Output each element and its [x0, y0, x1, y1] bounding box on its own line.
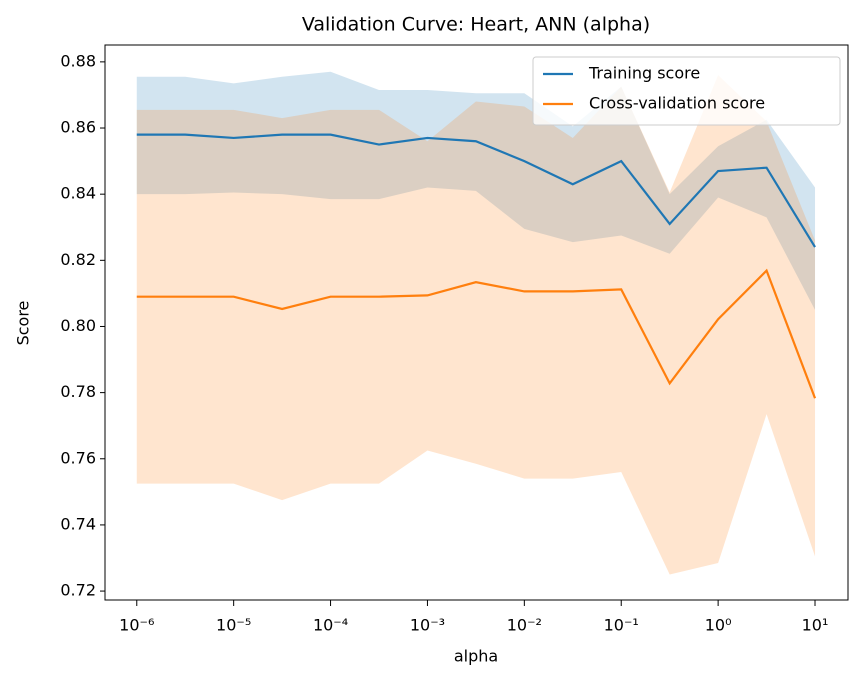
- legend: Training score Cross-validation score: [532, 56, 841, 126]
- plot-frame: [104, 44, 849, 601]
- legend-box: [532, 56, 841, 126]
- y-tick-label: 0.82: [60, 250, 96, 269]
- x-tick-label: 10⁻⁶: [119, 616, 154, 635]
- x-tick-label: 10⁻¹: [604, 616, 639, 635]
- x-tick-label: 10⁻⁵: [216, 616, 251, 635]
- chart-title: Validation Curve: Heart, ANN (alpha): [302, 14, 650, 36]
- band: [136, 71, 816, 310]
- y-tick-label: 0.72: [60, 581, 96, 600]
- legend-label: Training score: [588, 64, 700, 83]
- x-tick-label: 10⁰: [705, 616, 732, 635]
- x-tick-label: 10⁻³: [410, 616, 445, 635]
- x-tick-label: 10⁻⁴: [313, 616, 348, 635]
- y-tick-label: 0.80: [60, 316, 96, 335]
- y-axis-label: Score: [14, 301, 33, 346]
- y-tick-label: 0.84: [60, 184, 96, 203]
- x-tick-label: 10¹: [802, 616, 829, 635]
- y-tick-label: 0.76: [60, 448, 96, 467]
- x-tick-label: 10⁻²: [507, 616, 542, 635]
- line: [136, 268, 817, 399]
- x-axis-label: alpha: [454, 647, 498, 666]
- band: [136, 75, 816, 575]
- y-tick-label: 0.74: [60, 514, 96, 533]
- line: [136, 133, 816, 248]
- y-tick-label: 0.78: [60, 382, 96, 401]
- legend-label: Cross-validation score: [589, 94, 765, 113]
- y-tick-label: 0.86: [60, 118, 96, 137]
- y-tick-label: 0.88: [60, 51, 96, 70]
